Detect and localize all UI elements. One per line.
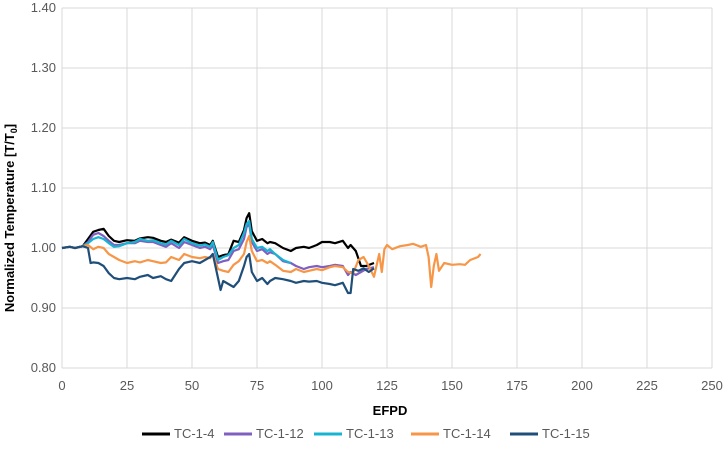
y-axis-title-subscript: 0 — [9, 128, 19, 133]
y-tick-label: 1.30 — [31, 60, 56, 75]
legend-label: TC-1-4 — [174, 426, 214, 441]
x-tick-label: 175 — [506, 378, 528, 393]
x-tick-label: 225 — [636, 378, 658, 393]
legend-label: TC-1-12 — [256, 426, 304, 441]
x-tick-label: 125 — [376, 378, 398, 393]
legend-label: TC-1-15 — [542, 426, 590, 441]
y-tick-label: 1.40 — [31, 0, 56, 15]
y-tick-label: 1.00 — [31, 240, 56, 255]
x-tick-label: 0 — [58, 378, 65, 393]
series-line-tc-1-15 — [61, 245, 375, 295]
y-axis-title-main: Normalized Temperature [T/T — [2, 133, 17, 312]
series-line-tc-1-14 — [61, 234, 482, 289]
y-axis-title: Normalized Temperature [T/T0] — [2, 124, 19, 312]
series-line-tc-1-13 — [61, 219, 292, 265]
series-lines — [61, 212, 482, 295]
x-axis-title: EFPD — [373, 403, 408, 418]
tick-labels: 0.80 0.90 1.00 1.10 1.20 1.30 1.40 0 25 50 75 100 12… — [31, 0, 723, 393]
y-tick-label: 0.80 — [31, 360, 56, 375]
y-tick-label: 1.20 — [31, 120, 56, 135]
x-tick-label: 25 — [120, 378, 134, 393]
y-tick-label: 0.90 — [31, 300, 56, 315]
x-tick-label: 100 — [311, 378, 333, 393]
legend-label: TC-1-13 — [346, 426, 394, 441]
series-line-tc-1-4 — [61, 212, 375, 268]
grid — [61, 7, 713, 369]
series-line-tc-1-12 — [61, 222, 375, 277]
legend-label: TC-1-14 — [443, 426, 491, 441]
legend: TC-1-4 TC-1-12 TC-1-13 TC-1-14 TC-1-15 — [142, 426, 590, 441]
x-tick-label: 50 — [185, 378, 199, 393]
x-tick-label: 250 — [701, 378, 723, 393]
x-tick-label: 75 — [250, 378, 264, 393]
y-tick-label: 1.10 — [31, 180, 56, 195]
x-tick-label: 150 — [441, 378, 463, 393]
y-axis-title-end: ] — [2, 124, 17, 128]
x-tick-label: 200 — [571, 378, 593, 393]
